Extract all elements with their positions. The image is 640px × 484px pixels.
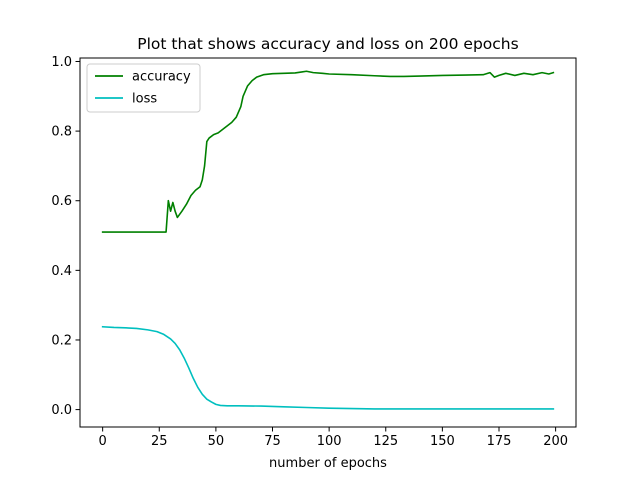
y-tick-label: 1.0: [51, 55, 72, 70]
plot-area-frame: [79, 57, 577, 428]
x-tick-label: 75: [264, 434, 281, 449]
x-tick-label: 100: [317, 434, 342, 449]
y-tick-label: 0.4: [51, 264, 72, 279]
series-line-accuracy: [101, 70, 555, 233]
x-tick-label: 50: [208, 434, 225, 449]
y-tick-label: 0.2: [51, 333, 72, 348]
y-tick-label: 0.0: [51, 403, 72, 418]
legend: accuracy loss: [86, 63, 201, 113]
x-axis-label: number of epochs: [269, 456, 387, 471]
axes-layer: 0 25 50 75 100 125 150 175 200 0.0 0.2 0.4 0.6 0.8 1.0: [51, 55, 577, 449]
x-tick-label: 175: [487, 434, 512, 449]
x-tick-label: 125: [373, 434, 398, 449]
series-layer: [101, 70, 555, 410]
chart-title: Plot that shows accuracy and loss on 200…: [137, 35, 518, 53]
series-line-loss: [101, 325, 555, 410]
x-tick-label: 25: [151, 434, 168, 449]
x-tick-label: 150: [430, 434, 455, 449]
y-tick-label: 0.8: [51, 125, 72, 140]
y-tick-label: 0.6: [51, 194, 72, 209]
legend-loss-label: loss: [132, 92, 157, 107]
x-tick-label: 0: [99, 434, 107, 449]
legend-accuracy-label: accuracy: [132, 70, 191, 85]
x-tick-label: 200: [543, 434, 568, 449]
